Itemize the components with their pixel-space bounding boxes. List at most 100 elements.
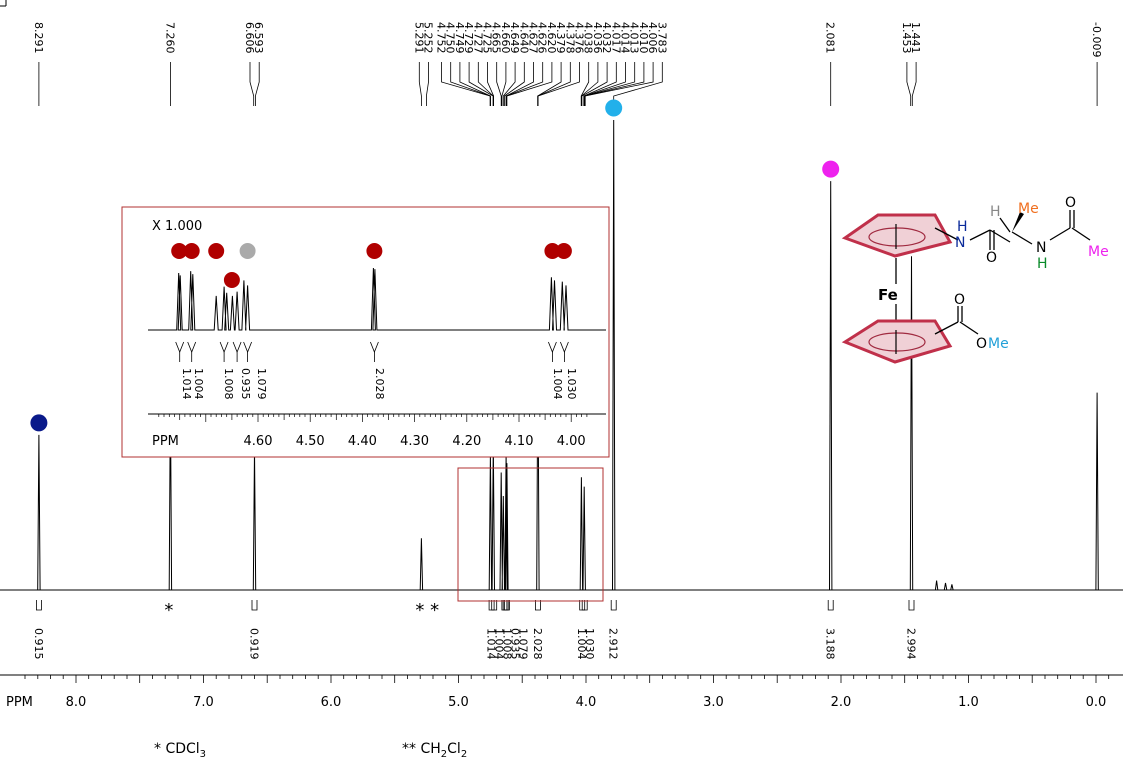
molecular-structure: Fe H N O H Me N H O Me O O Me — [841, 195, 1109, 364]
integral-value: 1.079 — [517, 628, 530, 660]
integral-bracket — [610, 600, 617, 611]
peak-leader — [906, 62, 912, 106]
integral-value: 2.028 — [531, 628, 544, 660]
integral-value: 1.004 — [493, 628, 506, 660]
integral-value: 0.919 — [248, 628, 261, 660]
acetyl-me-label: Me — [1088, 244, 1109, 260]
inset-x-tick-label: 4.60 — [244, 434, 273, 449]
peak-label: 4.013 — [628, 22, 641, 54]
peak-label: 4.014 — [619, 22, 632, 54]
peak-leader — [425, 62, 429, 106]
integral-value: 1.014 — [485, 628, 498, 660]
peak-label: 4.649 — [508, 22, 521, 54]
inset-marker — [239, 243, 256, 259]
integral-bracket — [251, 600, 258, 611]
peak-label: 4.376 — [573, 22, 586, 54]
integral-bracket — [535, 600, 541, 611]
peak-label: 4.750 — [444, 22, 457, 54]
integral-bracket — [503, 600, 510, 611]
peak-leader — [505, 62, 534, 106]
integral-value: 1.030 — [583, 628, 596, 660]
peak-leader — [583, 62, 626, 106]
fe-label: Fe — [878, 286, 898, 304]
integral-bracket — [581, 600, 588, 611]
peak-label: 4.627 — [527, 22, 540, 54]
inset-scale-label: X 1.000 — [152, 219, 202, 234]
integral-value: 0.935 — [509, 628, 522, 660]
peak-leader — [581, 62, 599, 106]
peak-label: 4.620 — [545, 22, 558, 54]
peak-label: 7.260 — [163, 22, 176, 54]
ester-o1-label: O — [954, 292, 965, 308]
amide-o1-label: O — [986, 250, 997, 266]
peak-leader — [583, 62, 636, 106]
inset-integral-value: 1.008 — [222, 368, 235, 400]
peak-label: 4.665 — [490, 22, 503, 54]
peak-leader — [506, 62, 553, 106]
inset-integral-value: 1.014 — [180, 368, 193, 400]
inset-marker — [544, 243, 561, 259]
peak-label: 4.729 — [462, 22, 475, 54]
peak-label: 4.378 — [563, 22, 576, 54]
x-tick-label: 2.0 — [831, 695, 852, 710]
amide-h1-label: H — [957, 219, 968, 235]
peak-leader — [459, 62, 491, 106]
peak-label: -0.009 — [1090, 22, 1103, 57]
peak-label: 4.006 — [646, 22, 659, 54]
peak-leader — [450, 62, 491, 106]
peak-leader — [441, 62, 491, 106]
integral-value: 2.912 — [607, 628, 620, 660]
peak-label: 4.660 — [499, 22, 512, 54]
peak-leader — [496, 62, 502, 106]
x-tick-label: 8.0 — [66, 695, 87, 710]
inset-integral-value: 1.079 — [255, 368, 268, 400]
inset-integral-value: 1.030 — [565, 368, 578, 400]
peak-leader — [503, 62, 525, 106]
integral-bracket — [491, 600, 498, 611]
x-axis: PPM 8.0 7.0 6.0 5.0 4.0 3.0 2.0 1.0 0.0 — [0, 674, 1123, 710]
peak-leader — [468, 62, 494, 106]
x-tick-label: 0.0 — [1086, 695, 1107, 710]
solvent-mark: * — [164, 600, 173, 621]
amide-n2-label: N — [1036, 240, 1046, 256]
assignment-marker — [30, 414, 48, 432]
inset-integral-value: 1.004 — [192, 368, 205, 400]
peak-label: 3.783 — [655, 22, 668, 54]
integral-bracket — [36, 600, 42, 611]
inset-marker — [223, 272, 240, 288]
peak-label: 5.252 — [422, 22, 435, 54]
peak-label: 4.725 — [481, 22, 494, 54]
peak-leader — [249, 62, 255, 106]
peak-leader — [584, 62, 654, 106]
peak-leader — [477, 62, 494, 106]
x-tick-label: 4.0 — [576, 695, 597, 710]
assignment-marker — [822, 160, 840, 178]
footnote-cdcl3: * CDCl3 — [154, 741, 206, 760]
peak-leader — [581, 62, 608, 106]
x-tick-label: 7.0 — [193, 695, 214, 710]
peak-leader — [254, 62, 260, 106]
inset-x-tick-label: 4.30 — [400, 434, 429, 449]
peak-leader — [418, 62, 422, 106]
peak-label: 5.291 — [412, 22, 425, 54]
assignment-marker — [605, 99, 623, 117]
inset-trace — [148, 267, 606, 331]
inset-x-tick-label: 4.10 — [505, 434, 534, 449]
peak-leader — [537, 62, 562, 106]
integral-value: 2.994 — [905, 628, 918, 660]
ester-o2-label: O — [976, 336, 987, 352]
cyclopentadienyl-ring-lower — [841, 319, 953, 364]
inset-marker — [183, 243, 200, 259]
zoom-region-box — [457, 467, 604, 602]
peak-label: 1.453 — [900, 22, 913, 54]
peak-label: 4.036 — [591, 22, 604, 54]
footnote-ch2cl2: ** CH2Cl2 — [402, 741, 467, 760]
peak-label: 4.038 — [582, 22, 595, 54]
inset-marker — [208, 243, 225, 259]
peak-leader — [502, 62, 516, 106]
inset-integral-value: 2.028 — [373, 368, 386, 400]
inset-frame — [121, 206, 610, 458]
